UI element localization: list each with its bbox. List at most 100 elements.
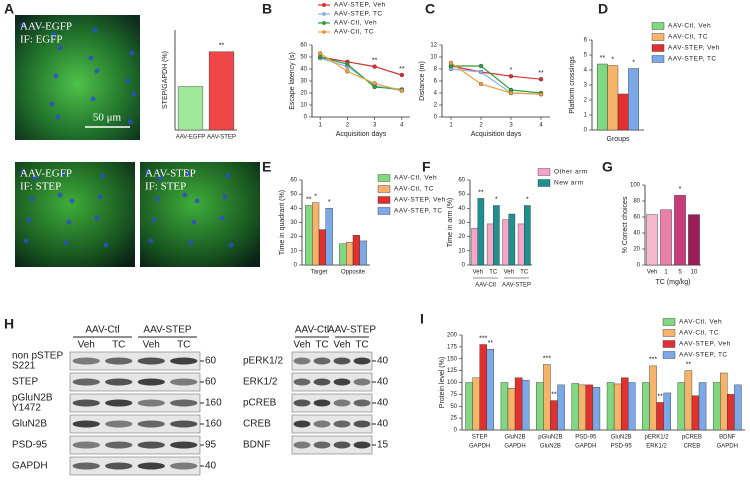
y-tick-label: 25 xyxy=(450,416,457,422)
data-point xyxy=(372,84,377,90)
blot-band xyxy=(72,462,100,470)
mw-label: 40 xyxy=(377,377,389,388)
bar xyxy=(606,382,615,431)
lane-label: TC xyxy=(315,340,328,351)
data-point xyxy=(508,90,514,96)
x-tick-sublabel: GluN2B xyxy=(540,444,561,450)
bar xyxy=(688,214,700,266)
x-axis-label: Acquisition days xyxy=(471,131,522,138)
y-tick-label: 50 xyxy=(300,55,307,61)
x-tick-label: pERK1/2 xyxy=(645,435,670,441)
bar xyxy=(486,223,494,266)
significance: ** xyxy=(657,393,663,400)
x-tick-label: 1 xyxy=(449,123,453,129)
nucleus xyxy=(20,169,26,175)
x-tick-label: pGluN2B xyxy=(538,435,562,441)
y-tick-label: 30 xyxy=(300,79,307,85)
data-point xyxy=(318,54,323,60)
blot-band xyxy=(293,357,311,365)
blot-band xyxy=(137,420,165,428)
bar xyxy=(477,198,485,266)
row-label: S221 xyxy=(12,361,36,372)
nucleus xyxy=(57,45,63,51)
legend-swatch xyxy=(537,179,551,187)
bar xyxy=(649,365,657,431)
blot-band xyxy=(170,357,198,365)
nucleus xyxy=(125,78,131,84)
blot-band xyxy=(170,378,198,386)
x-tick-label: 5 xyxy=(678,270,682,276)
row-label: GluN2B xyxy=(12,419,47,430)
bar xyxy=(352,235,361,266)
y-tick-label: 8 xyxy=(434,67,438,73)
blot-band xyxy=(333,399,351,407)
blot-band xyxy=(105,357,133,365)
y-tick-label: 175 xyxy=(447,344,458,350)
legend-swatch xyxy=(662,340,676,348)
blot-band xyxy=(353,441,371,449)
image-caption: AAV-EGFP xyxy=(20,168,72,180)
legend-marker xyxy=(322,21,326,25)
nucleus xyxy=(92,27,98,33)
image-caption: IF: EGFP xyxy=(20,34,63,46)
blot-band xyxy=(72,420,100,428)
x-tick-label: AAV-STEP xyxy=(207,135,236,141)
scale-label: 50 μm xyxy=(93,112,122,124)
x-tick-label: 1 xyxy=(318,123,322,129)
nucleus xyxy=(20,22,26,28)
row-label: CREB xyxy=(243,419,271,430)
bar xyxy=(312,202,320,266)
x-tick-label: Veh xyxy=(473,270,483,276)
panel-label: E xyxy=(262,159,271,175)
nucleus xyxy=(191,219,197,225)
bar xyxy=(536,382,544,431)
bar xyxy=(514,377,523,431)
x-tick-label: 10 xyxy=(691,270,698,276)
y-axis-label: STEP/GAPDH (%) xyxy=(162,51,169,109)
group-label: AAV-Ctl xyxy=(475,283,496,289)
row-label: ERK1/2 xyxy=(243,377,278,388)
bar xyxy=(571,383,579,431)
y-tick-label: 20 xyxy=(300,91,307,97)
y-tick-label: 200 xyxy=(447,333,458,339)
bar xyxy=(613,383,622,431)
significance: ** xyxy=(538,70,544,77)
blot-band xyxy=(313,357,331,365)
data-point xyxy=(538,92,544,97)
x-tick-sublabel: CREB xyxy=(684,444,701,450)
y-tick-label: 50 xyxy=(450,404,457,410)
blot-band xyxy=(72,399,100,407)
y-tick-label: 30 xyxy=(290,220,297,226)
row-label: STEP xyxy=(12,377,38,388)
y-tick-label: 6 xyxy=(584,38,588,44)
lane-label: Veh xyxy=(293,340,310,351)
significance: * xyxy=(679,186,682,193)
legend-label: AAV-STEP, TC xyxy=(334,11,383,18)
y-tick-label: 40 xyxy=(300,67,307,73)
nucleus xyxy=(60,171,66,177)
legend-swatch xyxy=(377,185,391,193)
y-tick-label: 100 xyxy=(630,183,641,189)
legend-label: AAV-Ctl, Veh xyxy=(334,20,377,27)
blot-band xyxy=(333,357,351,365)
bar xyxy=(585,384,594,431)
group-label: AAV-Ctl xyxy=(85,325,119,336)
y-tick-label: 10 xyxy=(430,55,437,61)
significance: *** xyxy=(479,335,487,342)
y-tick-label: 6 xyxy=(434,79,438,85)
legend-label: AAV-STEP, Veh xyxy=(394,197,446,204)
legend-marker xyxy=(322,30,326,34)
blot-band xyxy=(313,399,331,407)
y-tick-label: 100 xyxy=(447,380,458,386)
legend-label: AAV-Ctl, Veh xyxy=(394,175,437,182)
bar xyxy=(543,364,551,431)
panel-label: D xyxy=(598,1,608,17)
legend-swatch xyxy=(377,174,391,182)
panel-label: A xyxy=(4,1,14,17)
nucleus xyxy=(26,217,32,223)
row-label: GAPDH xyxy=(12,461,48,472)
legend-swatch xyxy=(377,196,391,204)
bar xyxy=(712,382,721,431)
x-tick-label: BDNF xyxy=(719,435,736,441)
